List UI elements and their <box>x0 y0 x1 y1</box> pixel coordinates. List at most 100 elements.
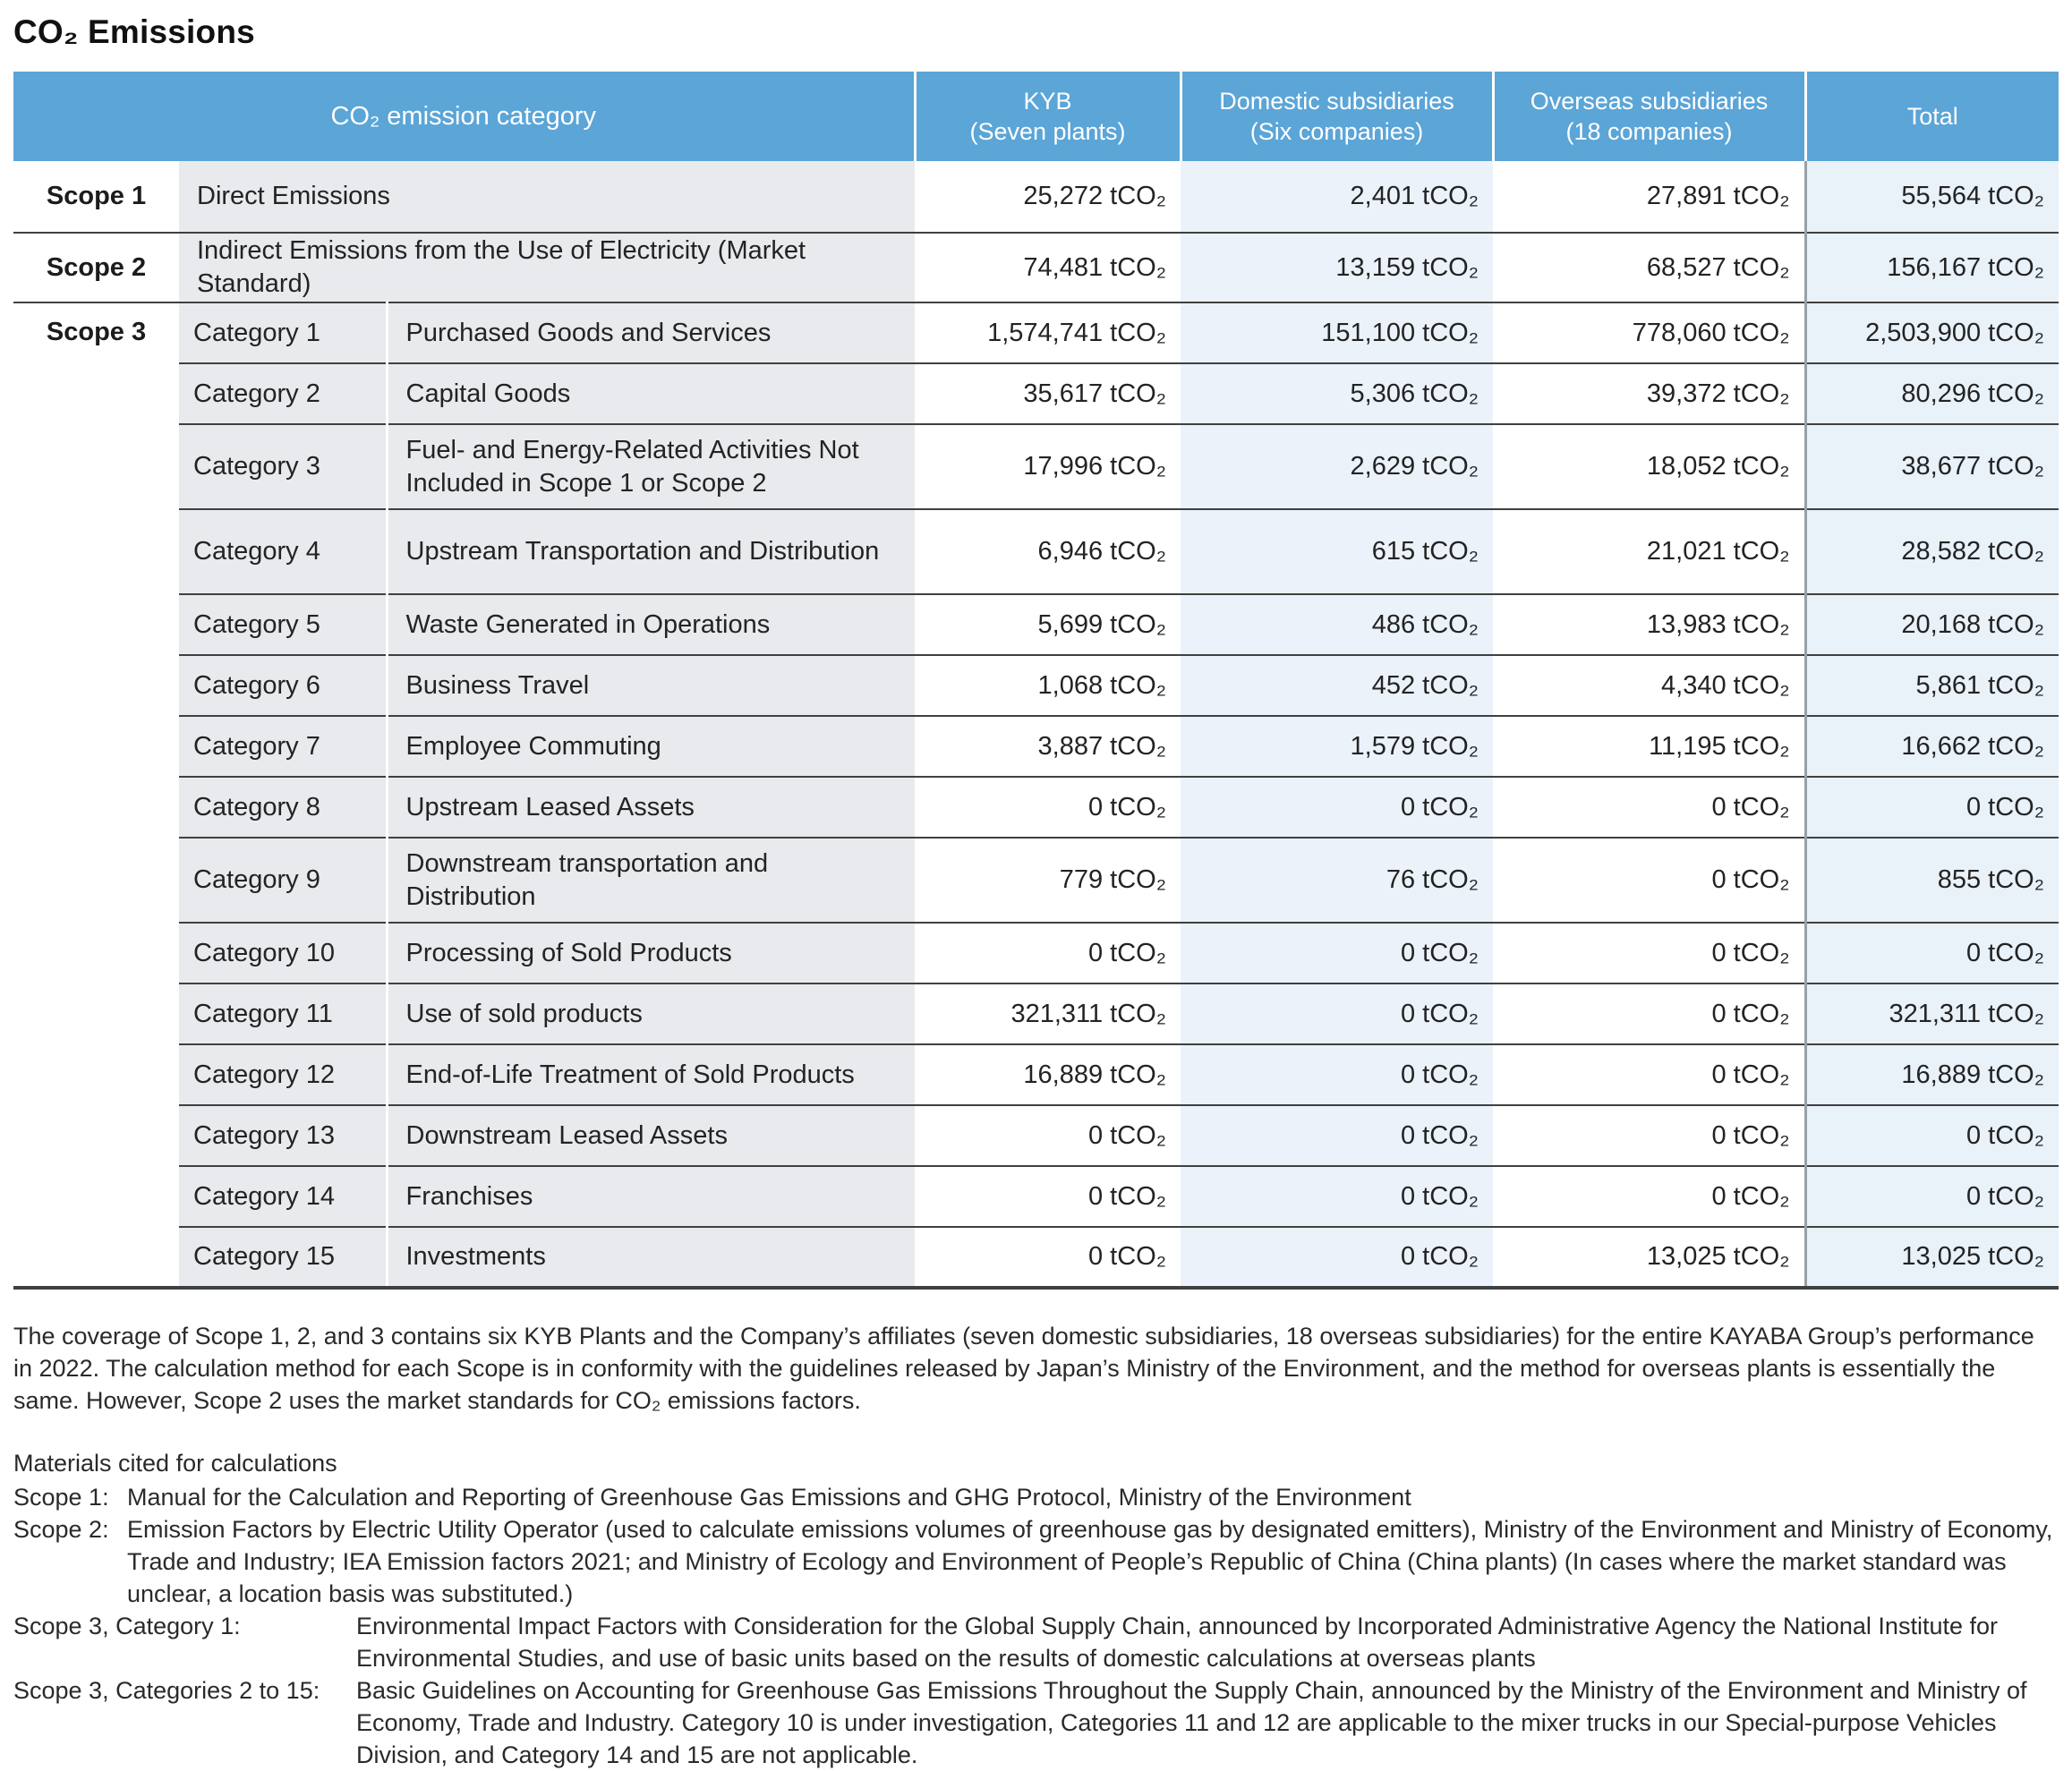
value-domestic: 615 tCO₂ <box>1181 508 1493 594</box>
page-title: CO₂ Emissions <box>13 13 255 50</box>
value-kyb: 0 tCO₂ <box>915 776 1181 838</box>
value-domestic: 5,306 tCO₂ <box>1181 362 1493 424</box>
header-emission-category: CO₂ emission category <box>13 72 915 161</box>
category-id: Category 11 <box>179 983 387 1044</box>
value-overseas: 18,052 tCO₂ <box>1493 423 1805 509</box>
value-kyb: 16,889 tCO₂ <box>915 1043 1181 1105</box>
value-kyb: 3,887 tCO₂ <box>915 715 1181 777</box>
category-id: Category 7 <box>179 715 387 777</box>
source-scope1: Scope 1: Manual for the Calculation and … <box>13 1481 2059 1513</box>
category-id: Category 13 <box>179 1104 387 1166</box>
value-domestic: 0 tCO₂ <box>1181 922 1493 983</box>
value-overseas: 0 tCO₂ <box>1493 837 1805 923</box>
value-kyb: 1,068 tCO₂ <box>915 654 1181 716</box>
value-kyb: 5,699 tCO₂ <box>915 593 1181 655</box>
category-id: Category 1 <box>179 302 387 363</box>
value-kyb: 779 tCO₂ <box>915 837 1181 923</box>
category-name: Use of sold products <box>385 983 915 1044</box>
value-total: 55,564 tCO₂ <box>1803 161 2059 233</box>
header-domestic-subsidiaries: Domestic subsidiaries (Six companies) <box>1179 72 1493 161</box>
value-domestic: 0 tCO₂ <box>1181 1226 1493 1288</box>
category-id: Category 8 <box>179 776 387 838</box>
value-kyb: 0 tCO₂ <box>915 1165 1181 1227</box>
value-overseas: 11,195 tCO₂ <box>1493 715 1805 777</box>
materials-cited-title: Materials cited for calculations <box>13 1450 337 1477</box>
value-total: 20,168 tCO₂ <box>1803 593 2059 655</box>
coverage-note: The coverage of Scope 1, 2, and 3 contai… <box>13 1323 2034 1414</box>
value-overseas: 4,340 tCO₂ <box>1493 654 1805 716</box>
category-id: Category 15 <box>179 1226 387 1288</box>
value-domestic: 0 tCO₂ <box>1181 983 1493 1044</box>
table-row-category-8: Category 8 Upstream Leased Assets 0 tCO₂… <box>13 776 2059 838</box>
value-domestic: 151,100 tCO₂ <box>1181 302 1493 363</box>
category-name: Fuel- and Energy-Related Activities Not … <box>385 423 915 509</box>
header-domestic-line1: Domestic subsidiaries <box>1219 88 1454 115</box>
header-kyb-line2: (Seven plants) <box>969 118 1126 145</box>
table-row-category-14: Category 14 Franchises 0 tCO₂ 0 tCO₂ 0 t… <box>13 1165 2059 1227</box>
header-overseas-subsidiaries: Overseas subsidiaries (18 companies) <box>1491 72 1805 161</box>
table-row-category-7: Category 7 Employee Commuting 3,887 tCO₂… <box>13 715 2059 777</box>
value-total: 156,167 tCO₂ <box>1803 232 2059 302</box>
value-total: 16,889 tCO₂ <box>1803 1043 2059 1105</box>
value-domestic: 452 tCO₂ <box>1181 654 1493 716</box>
value-overseas: 13,983 tCO₂ <box>1493 593 1805 655</box>
value-total: 0 tCO₂ <box>1803 1165 2059 1227</box>
value-total: 28,582 tCO₂ <box>1803 508 2059 594</box>
table-row-category-5: Category 5 Waste Generated in Operations… <box>13 593 2059 655</box>
category-name: Indirect Emissions from the Use of Elect… <box>179 232 915 302</box>
category-name: Waste Generated in Operations <box>385 593 915 655</box>
footnotes-section: The coverage of Scope 1, 2, and 3 contai… <box>13 1320 2059 1771</box>
header-kyb: KYB (Seven plants) <box>913 72 1181 161</box>
value-overseas: 0 tCO₂ <box>1493 1165 1805 1227</box>
value-kyb: 25,272 tCO₂ <box>915 161 1181 233</box>
header-domestic-line2: (Six companies) <box>1249 118 1424 145</box>
source-label: Scope 3, Category 1: <box>13 1613 241 1639</box>
value-total: 321,311 tCO₂ <box>1803 983 2059 1044</box>
category-name: Downstream transportation and Distributi… <box>385 837 915 923</box>
value-total: 5,861 tCO₂ <box>1803 654 2059 716</box>
category-id: Category 10 <box>179 922 387 983</box>
value-overseas: 0 tCO₂ <box>1493 1104 1805 1166</box>
table-row-category-12: Category 12 End-of-Life Treatment of Sol… <box>13 1043 2059 1105</box>
category-id: Category 14 <box>179 1165 387 1227</box>
value-kyb: 0 tCO₂ <box>915 922 1181 983</box>
header-overseas-line2: (18 companies) <box>1565 118 1733 145</box>
value-overseas: 778,060 tCO₂ <box>1493 302 1805 363</box>
value-kyb: 35,617 tCO₂ <box>915 362 1181 424</box>
category-name: Upstream Transportation and Distribution <box>385 508 915 594</box>
value-total: 0 tCO₂ <box>1803 776 2059 838</box>
source-text: Environmental Impact Factors with Consid… <box>356 1613 1998 1672</box>
table-row-scope2: Scope 2 Indirect Emissions from the Use … <box>13 232 2059 302</box>
table-header-row: CO₂ emission category KYB (Seven plants)… <box>13 72 2059 161</box>
source-label: Scope 1: <box>13 1484 109 1511</box>
header-kyb-line1: KYB <box>1023 88 1072 115</box>
value-domestic: 0 tCO₂ <box>1181 776 1493 838</box>
table-row-category-15: Category 15 Investments 0 tCO₂ 0 tCO₂ 13… <box>13 1226 2059 1288</box>
co2-emissions-table: CO₂ emission category KYB (Seven plants)… <box>13 72 2059 1290</box>
table-row-category-3: Category 3 Fuel- and Energy-Related Acti… <box>13 423 2059 509</box>
category-id: Category 12 <box>179 1043 387 1105</box>
source-scope3-categories2-15: Scope 3, Categories 2 to 15: Basic Guide… <box>13 1674 2059 1771</box>
value-total: 0 tCO₂ <box>1803 922 2059 983</box>
category-name: Upstream Leased Assets <box>385 776 915 838</box>
value-domestic: 76 tCO₂ <box>1181 837 1493 923</box>
value-overseas: 39,372 tCO₂ <box>1493 362 1805 424</box>
source-scope2: Scope 2: Emission Factors by Electric Ut… <box>13 1513 2059 1610</box>
table-row-category-6: Category 6 Business Travel 1,068 tCO₂ 45… <box>13 654 2059 716</box>
category-name: Business Travel <box>385 654 915 716</box>
category-name: Employee Commuting <box>385 715 915 777</box>
category-name: Downstream Leased Assets <box>385 1104 915 1166</box>
scope-label: Scope 2 <box>13 232 179 302</box>
category-id: Category 6 <box>179 654 387 716</box>
value-total: 0 tCO₂ <box>1803 1104 2059 1166</box>
value-overseas: 68,527 tCO₂ <box>1493 232 1805 302</box>
value-overseas: 27,891 tCO₂ <box>1493 161 1805 233</box>
table-row-category-1: Scope 3 Category 1 Purchased Goods and S… <box>13 302 2059 1288</box>
scope-label: Scope 3 <box>13 302 179 1288</box>
value-kyb: 74,481 tCO₂ <box>915 232 1181 302</box>
category-id: Category 4 <box>179 508 387 594</box>
category-id: Category 3 <box>179 423 387 509</box>
table-row-category-9: Category 9 Downstream transportation and… <box>13 837 2059 923</box>
value-total: 38,677 tCO₂ <box>1803 423 2059 509</box>
